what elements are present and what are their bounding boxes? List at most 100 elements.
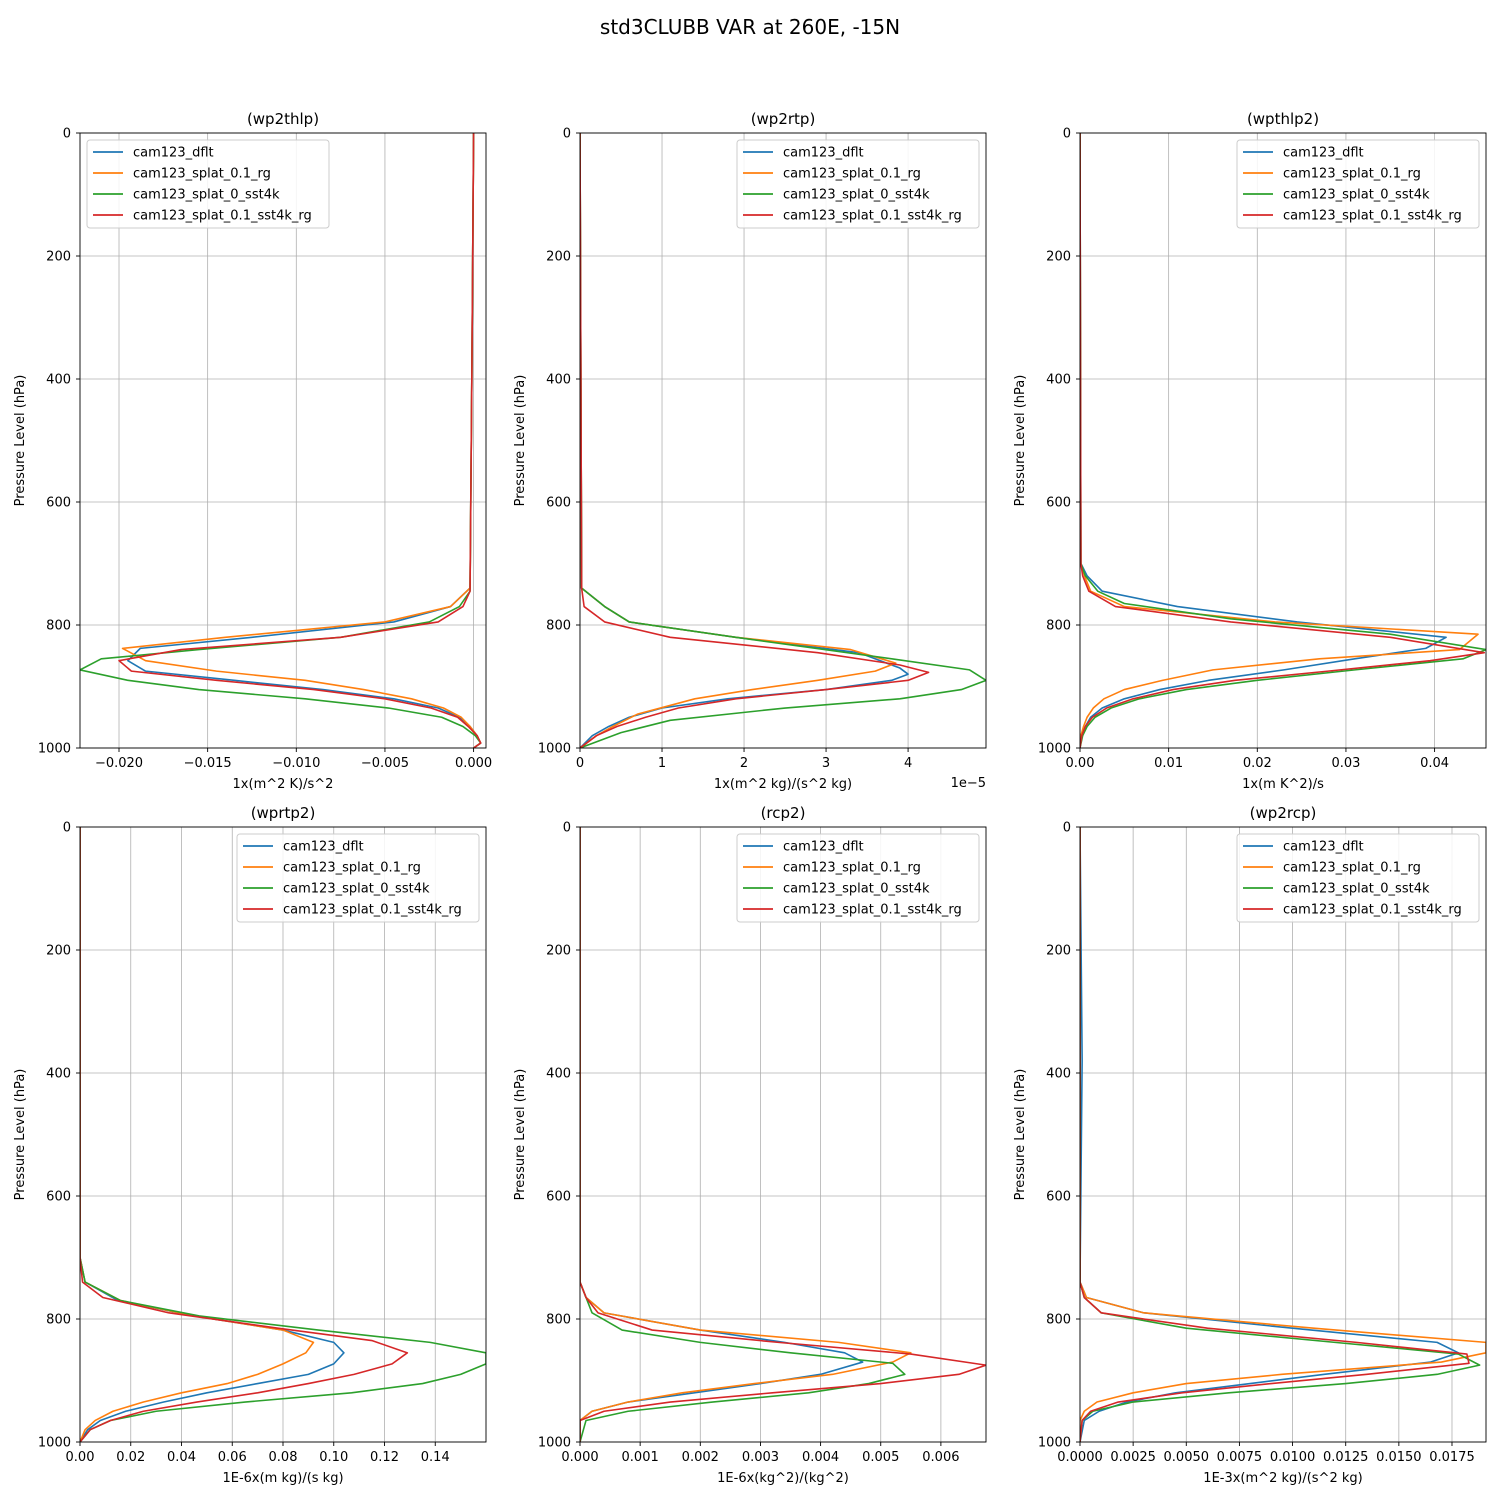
x-tick-label: 0 [576,756,584,771]
legend-label: cam123_dflt [783,146,864,161]
x-tick-label: 0.005 [862,1450,899,1465]
x-tick-label: 0.0000 [1057,1450,1103,1465]
y-tick-label: 0 [563,127,571,142]
y-tick-label: 400 [1046,1067,1071,1082]
panel-title: (wpthlp2) [1247,110,1319,128]
legend-label: cam123_splat_0.1_sst4k_rg [283,903,462,918]
x-tick-label: 0.003 [742,1450,779,1465]
x-tick-label: 0.04 [1420,756,1449,771]
legend: cam123_dflt cam123_splat_0.1_rg cam123_spl… [736,833,980,923]
panel-title: (wp2rtp) [751,110,816,128]
y-axis-label: Pressure Level (hPa) [1013,1069,1028,1201]
legend-box [1236,139,1480,229]
x-tick-label: 2 [740,756,748,771]
series-line-cam123_splat_0.1_sst4k_rg [580,133,930,748]
x-tick-label: 0.001 [622,1450,659,1465]
y-tick-label: 1000 [538,742,571,757]
series-line-cam123_splat_0_sst4k [80,133,482,748]
y-tick-label: 800 [46,619,71,634]
y-tick-label: 400 [46,373,71,388]
y-tick-label: 400 [546,373,571,388]
y-tick-label: 1000 [538,1436,571,1451]
y-tick-label: 600 [46,1190,71,1205]
x-tick-label: 0.00 [1066,756,1095,771]
legend-label: cam123_splat_0_sst4k [783,188,930,203]
legend: cam123_dflt cam123_splat_0.1_rg cam123_spl… [86,139,330,229]
axes-frame [79,132,487,749]
series-line-cam123_dflt [1080,133,1447,748]
series-line-cam123_splat_0.1_sst4k_rg [80,827,409,1442]
series-line-cam123_splat_0_sst4k [580,133,986,748]
series-group [80,133,482,748]
x-tick-label: 0.04 [167,1450,196,1465]
y-tick-label: 800 [546,619,571,634]
panel-6: 0.0000 0.0025 0.0050 0.0075 0.0100 0.0125 0.01… [1013,804,1487,1486]
series-line-cam123_splat_0.1_sst4k_rg [118,133,482,748]
x-tick-label: 1 [658,756,666,771]
x-tick-label: 0.10 [319,1450,348,1465]
legend: cam123_dflt cam123_splat_0.1_rg cam123_spl… [1236,139,1480,229]
legend-label: cam123_splat_0.1_rg [1283,861,1421,876]
legend-label: cam123_splat_0_sst4k [283,882,430,897]
legend-label: cam123_splat_0.1_rg [1283,167,1421,182]
x-tick-label: 0.0050 [1164,1450,1210,1465]
y-tick-label: 1000 [1038,1436,1071,1451]
y-axis-label: Pressure Level (hPa) [13,375,28,507]
y-tick-label: 600 [46,496,71,511]
x-tick-label: 0.02 [116,1450,145,1465]
x-tick-label: 3 [822,756,830,771]
legend-label: cam123_splat_0.1_rg [283,861,421,876]
x-tick-label: 0.02 [1243,756,1272,771]
y-tick-label: 0 [563,821,571,836]
x-tick-label: 0.14 [421,1450,450,1465]
x-tick-label: 0.006 [922,1450,959,1465]
x-tick-label: 0.0100 [1270,1450,1316,1465]
x-tick-label: 0.12 [370,1450,399,1465]
legend-label: cam123_splat_0.1_sst4k_rg [783,903,962,918]
legend-label: cam123_splat_0_sst4k [783,882,930,897]
axes-frame [1079,132,1487,749]
y-tick-label: 200 [1046,250,1071,265]
x-tick-label: 0.03 [1331,756,1360,771]
legend: cam123_dflt cam123_splat_0.1_rg cam123_spl… [736,139,980,229]
y-tick-label: 0 [63,821,71,836]
legend-label: cam123_dflt [1283,146,1364,161]
y-tick-label: 800 [546,1313,571,1328]
panel-title: (rcp2) [761,804,806,822]
y-tick-label: 0 [1063,821,1071,836]
x-axis-label: 1E-6x(m kg)/(s kg) [222,1471,343,1486]
legend-box [236,833,480,923]
axes-frame [579,826,987,1443]
y-tick-label: 600 [1046,1190,1071,1205]
x-tick-label: −0.020 [95,756,143,771]
panel-3: 0.00 0.01 0.02 0.03 0.04 0 200 400 600 800 1000 (wp… [1013,110,1487,792]
legend-label: cam123_splat_0.1_sst4k_rg [783,209,962,224]
series-line-cam123_splat_0.1_rg [121,133,482,748]
series-line-cam123_splat_0.1_rg [1080,827,1486,1442]
axes-frame [1079,826,1487,1443]
x-tick-label: 0.08 [269,1450,298,1465]
y-tick-label: 200 [1046,944,1071,959]
panel-4: 0.00 0.02 0.04 0.06 0.08 0.10 0.12 0.14 0 200 400 6… [13,804,487,1486]
y-tick-label: 800 [1046,1313,1071,1328]
y-tick-label: 200 [546,944,571,959]
series-line-cam123_splat_0.1_rg [1080,133,1479,748]
series-line-cam123_splat_0.1_sst4k_rg [580,827,986,1442]
x-tick-label: 0.002 [682,1450,719,1465]
x-tick-label: 4 [904,756,912,771]
y-tick-label: 0 [63,127,71,142]
x-tick-label: 0.000 [455,756,492,771]
x-tick-label: 0.0025 [1110,1450,1156,1465]
series-group [80,827,486,1442]
legend-label: cam123_splat_0_sst4k [133,188,280,203]
y-tick-label: 1000 [38,742,71,757]
y-axis-label: Pressure Level (hPa) [13,1069,28,1201]
legend-label: cam123_splat_0.1_sst4k_rg [1283,903,1462,918]
legend-label: cam123_dflt [283,840,364,855]
legend-label: cam123_dflt [783,840,864,855]
x-axis-label: 1x(m^2 kg)/(s^2 kg) [714,777,852,792]
x-tick-label: 0.06 [218,1450,247,1465]
series-group [580,133,986,748]
legend-label: cam123_splat_0.1_sst4k_rg [133,209,312,224]
